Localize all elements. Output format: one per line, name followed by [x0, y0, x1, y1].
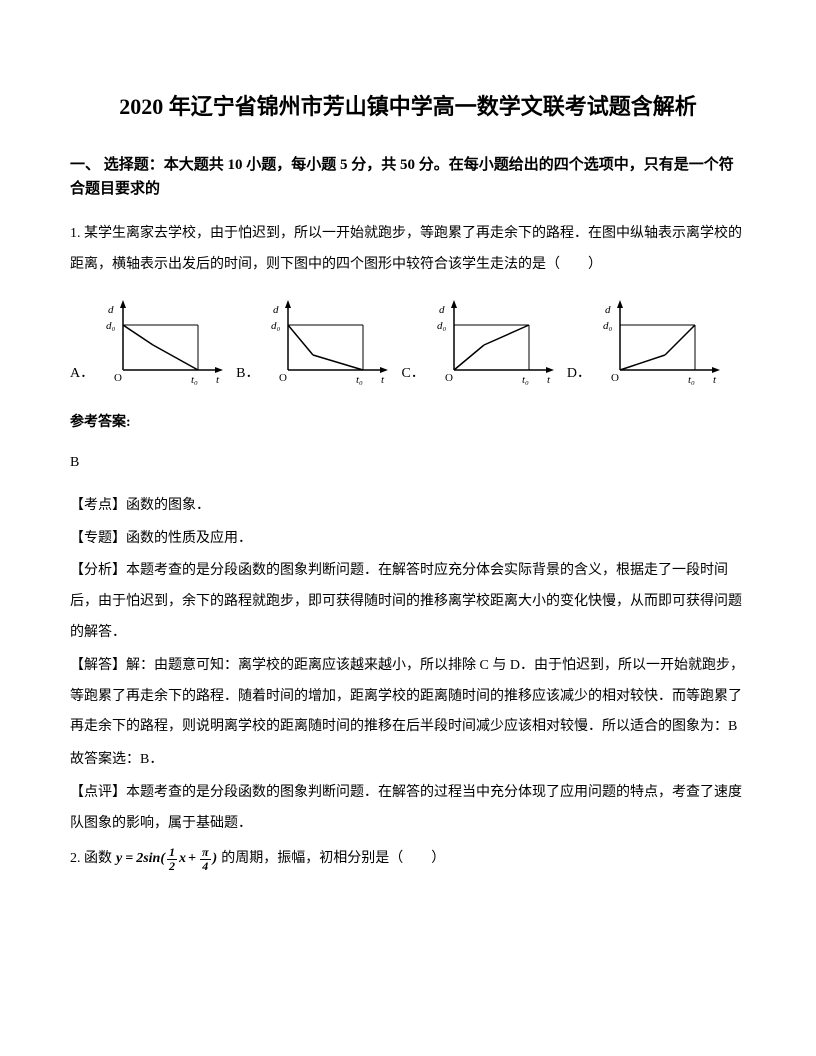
option-b-label: B．: [236, 361, 259, 390]
option-d-label: D．: [567, 361, 591, 390]
svg-text:O: O: [279, 372, 287, 384]
option-c: C． d d₀ O t₀ t: [401, 295, 558, 390]
svg-text:t₀: t₀: [356, 374, 363, 386]
svg-text:t₀: t₀: [191, 374, 198, 386]
answer-header: 参考答案:: [70, 410, 746, 437]
svg-text:t: t: [381, 374, 385, 386]
section-header: 一、 选择题：本大题共 10 小题，每小题 5 分，共 50 分。在每小题给出的…: [70, 153, 746, 201]
q2-prefix: 2. 函数: [70, 846, 112, 873]
svg-text:O: O: [445, 372, 453, 384]
exam-title: 2020 年辽宁省锦州市芳山镇中学高一数学文联考试题含解析: [70, 90, 746, 123]
formula: y = 2sin( 1 2 x + π 4 ): [116, 846, 217, 873]
q2-suffix: 的周期，振幅，初相分别是（ ）: [221, 846, 445, 873]
svg-text:O: O: [611, 372, 619, 384]
analysis-jieda: 【解答】解：由题意可知：离学校的距离应该越来越小，所以排除 C 与 D．由于怕迟…: [70, 651, 746, 743]
chart-c: d d₀ O t₀ t: [429, 295, 559, 390]
svg-text:d₀: d₀: [271, 320, 281, 332]
option-c-label: C．: [401, 361, 424, 390]
svg-text:t: t: [547, 374, 551, 386]
svg-text:d₀: d₀: [603, 320, 613, 332]
chart-a: d d₀ O t₀ t: [98, 295, 228, 390]
charts-row: A． d d₀ O t₀ t B． d: [70, 295, 746, 390]
svg-text:d: d: [439, 304, 445, 316]
question-1-text: 1. 某学生离家去学校，由于怕迟到，所以一开始就跑步，等跑累了再走余下的路程．在…: [70, 219, 746, 281]
chart-b: d d₀ O t₀ t: [263, 295, 393, 390]
answer-letter: B: [70, 450, 746, 477]
analysis-zhuanti: 【专题】函数的性质及应用．: [70, 524, 746, 555]
svg-text:t₀: t₀: [688, 374, 695, 386]
chart-d: d d₀ O t₀ t: [595, 295, 725, 390]
question-2: 2. 函数 y = 2sin( 1 2 x + π 4 ) 的周期，振幅，初相分…: [70, 846, 746, 873]
svg-text:d₀: d₀: [106, 320, 116, 332]
svg-text:t: t: [216, 374, 220, 386]
svg-text:t₀: t₀: [522, 374, 529, 386]
analysis-dianping: 【点评】本题考查的是分段函数的图象判断问题．在解答的过程当中充分体现了应用问题的…: [70, 778, 746, 840]
option-a-label: A．: [70, 361, 94, 390]
svg-text:d: d: [605, 304, 611, 316]
svg-text:O: O: [114, 372, 122, 384]
svg-text:d₀: d₀: [437, 320, 447, 332]
option-a: A． d d₀ O t₀ t: [70, 295, 228, 390]
analysis-guda: 故答案选：B．: [70, 745, 746, 776]
svg-text:d: d: [273, 304, 279, 316]
option-d: D． d d₀ O t₀ t: [567, 295, 725, 390]
analysis-kaodian: 【考点】函数的图象．: [70, 491, 746, 522]
svg-text:d: d: [108, 304, 114, 316]
option-b: B． d d₀ O t₀ t: [236, 295, 393, 390]
svg-text:t: t: [713, 374, 717, 386]
analysis-fenxi: 【分析】本题考查的是分段函数的图象判断问题．在解答时应充分体会实际背景的含义，根…: [70, 556, 746, 648]
